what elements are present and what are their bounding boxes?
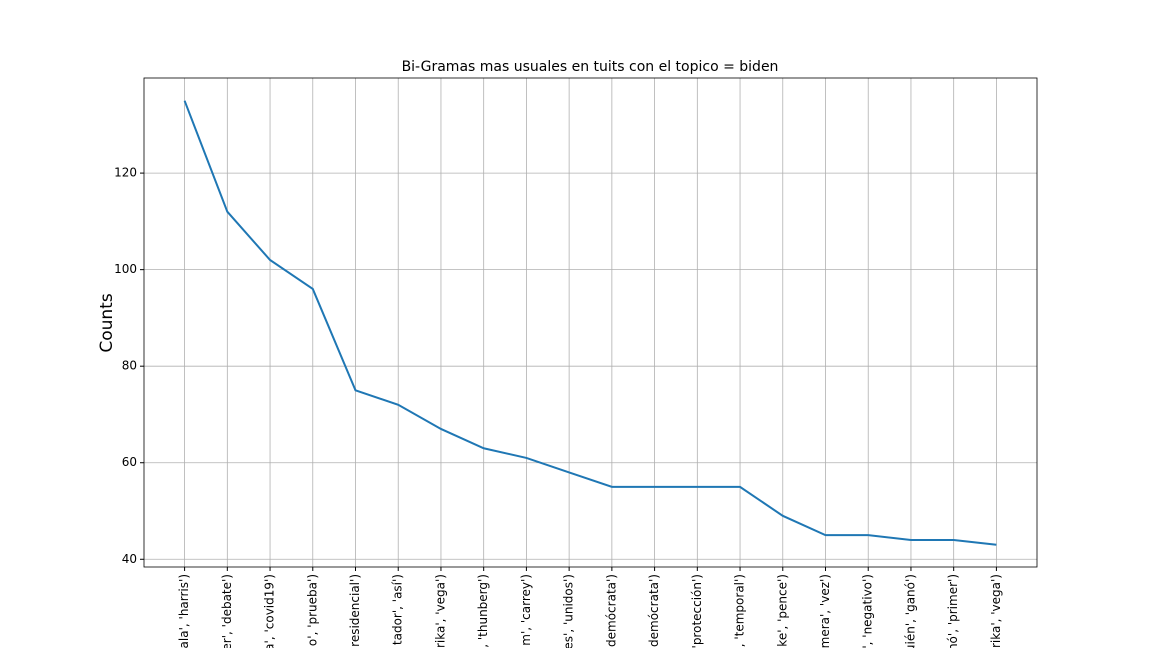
plot-frame: [143, 77, 1038, 568]
y-axis-label: Counts: [97, 293, 117, 352]
y-tick-label: 80: [122, 359, 137, 373]
chart-title: Bi-Gramas mas usuales en tuits con el to…: [402, 59, 779, 75]
y-tick-label: 40: [122, 552, 137, 566]
x-tick-label: residencial'): [348, 574, 362, 647]
x-tick-label: rika', 'vega'): [989, 574, 1003, 648]
x-tick-label: ke', 'pence'): [775, 574, 789, 647]
y-tick-label: 120: [114, 166, 137, 180]
x-tick-label: uién', 'ganó'): [903, 574, 917, 648]
x-tick-label: es', 'unidos'): [562, 574, 576, 648]
x-tick-label: ', 'negativo'): [861, 574, 875, 648]
x-tick-label: nó', 'primer'): [946, 574, 960, 648]
x-tick-label: mera', 'vez'): [818, 574, 832, 648]
y-tick-label: 100: [114, 262, 137, 276]
x-tick-label: tador', 'así'): [391, 574, 405, 645]
x-tick-label: demócrata'): [604, 574, 618, 647]
line: [183, 100, 997, 546]
x-tick-label: ', 'thunberg'): [476, 574, 490, 648]
x-tick-label: ', 'temporal'): [733, 574, 747, 648]
x-tick-label: m', 'carrey'): [519, 574, 533, 646]
x-tick-label: ala', 'harris'): [177, 574, 191, 648]
x-tick-label: o', 'prueba'): [305, 574, 319, 646]
x-tick-label: rika', 'vega'): [433, 574, 447, 648]
x-tick-label: 'protección'): [690, 574, 704, 648]
x-tick-label: er', 'debate'): [220, 574, 234, 648]
x-tick-label: a', 'covid19'): [263, 574, 277, 648]
y-tick-label: 60: [122, 455, 137, 469]
x-tick-label: demócrata'): [647, 574, 661, 647]
